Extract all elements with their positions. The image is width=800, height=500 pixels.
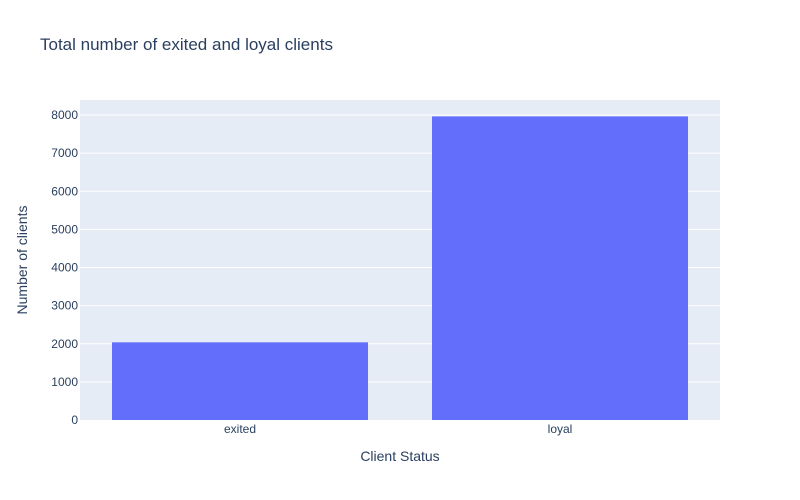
x-tick-label-exited: exited bbox=[224, 422, 256, 436]
x-tick-labels: exited loyal bbox=[224, 422, 572, 436]
y-tick-label: 5000 bbox=[51, 222, 78, 236]
y-tick-label: 3000 bbox=[51, 299, 78, 313]
x-axis-title: Client Status bbox=[360, 448, 439, 464]
bar-loyal[interactable] bbox=[432, 116, 688, 421]
chart-title: Total number of exited and loyal clients bbox=[40, 35, 333, 54]
y-tick-label: 4000 bbox=[51, 261, 78, 275]
bar-exited[interactable] bbox=[112, 342, 368, 420]
y-tick-label: 8000 bbox=[51, 108, 78, 122]
y-tick-label: 2000 bbox=[51, 337, 78, 351]
y-tick-label: 6000 bbox=[51, 184, 78, 198]
y-tick-label: 7000 bbox=[51, 146, 78, 160]
bars bbox=[112, 116, 688, 421]
y-tick-label: 0 bbox=[71, 413, 78, 427]
y-tick-labels: 0 1000 2000 3000 4000 5000 6000 7000 8000 bbox=[51, 108, 78, 427]
y-axis-title: Number of clients bbox=[14, 206, 30, 315]
x-tick-label-loyal: loyal bbox=[548, 422, 573, 436]
y-tick-label: 1000 bbox=[51, 375, 78, 389]
